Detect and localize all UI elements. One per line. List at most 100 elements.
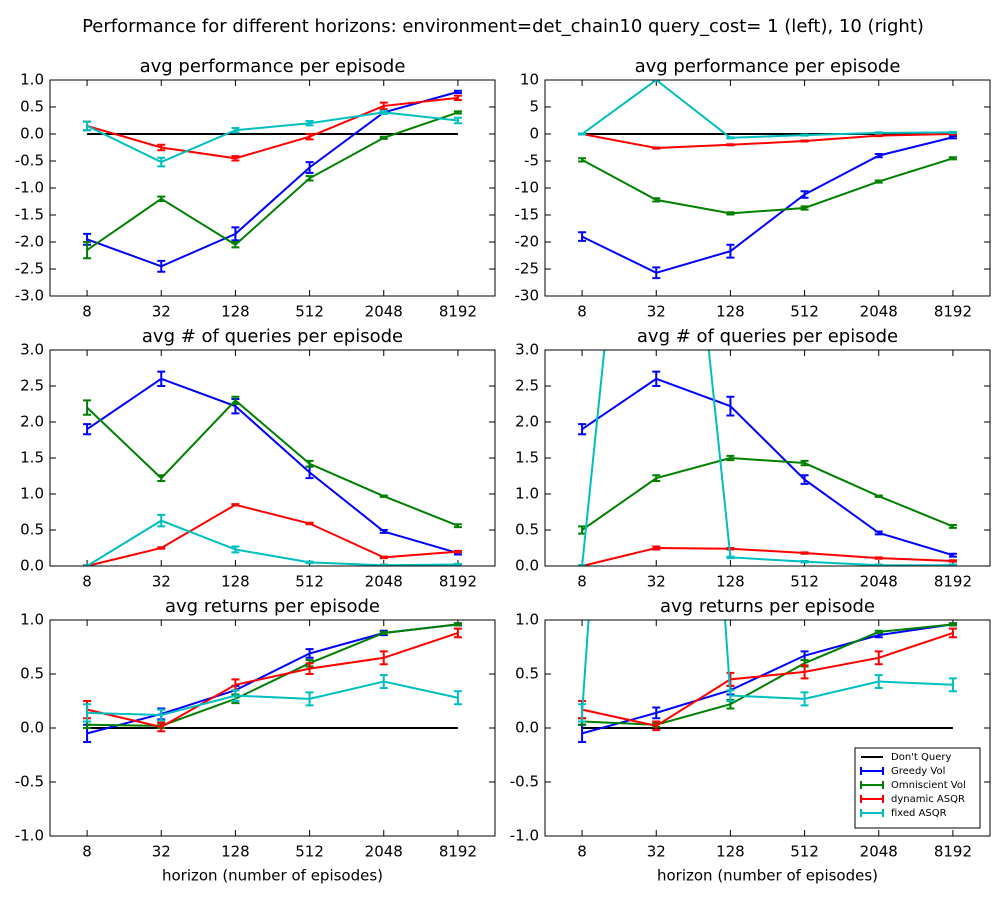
legend-label: Don't Query: [891, 752, 951, 763]
axes-frame: [544, 619, 991, 837]
error-bar: [948, 677, 957, 693]
error-bar: [453, 110, 462, 115]
y-tick-label: 1.0: [20, 71, 44, 89]
error-bar: [726, 211, 735, 216]
x-tick-label: 8192: [934, 573, 972, 591]
series-line: [86, 96, 459, 160]
error-bar: [800, 551, 809, 555]
error-bar: [305, 175, 314, 182]
x-tick-label: 8: [577, 573, 587, 591]
y-tick-label: 2.0: [20, 413, 44, 431]
axes-frame: [49, 349, 496, 567]
error-bar: [83, 120, 92, 132]
y-tick-label: 2.0: [515, 413, 539, 431]
subplot: avg performance per episode -30 -25 -20 -15 -…: [515, 56, 991, 321]
y-tick-label: -30: [515, 287, 540, 305]
axes-frame: [544, 349, 991, 567]
error-bar: [379, 109, 388, 116]
figure-title: Performance for different horizons: envi…: [82, 16, 924, 37]
y-tick-label: 0.5: [20, 665, 44, 683]
error-bar: [948, 627, 957, 639]
error-bar: [800, 133, 809, 137]
error-bar: [231, 395, 240, 405]
x-tick-label: 32: [647, 303, 666, 321]
x-tick-label: 8192: [934, 843, 972, 861]
subplot-title: avg performance per episode: [635, 56, 901, 77]
y-tick-label: -5: [524, 152, 539, 170]
error-bar: [578, 423, 587, 436]
error-bar: [379, 101, 388, 111]
x-tick-label: 32: [152, 303, 171, 321]
x-tick-label: 8192: [439, 573, 477, 591]
x-tick-label: 8: [82, 843, 92, 861]
y-tick-label: -3.0: [15, 287, 44, 305]
x-tick-label: 32: [152, 573, 171, 591]
x-tick-label: 32: [152, 843, 171, 861]
x-tick-label: 2048: [860, 303, 898, 321]
y-tick-label: 1.0: [20, 485, 44, 503]
series-line: [581, 620, 953, 713]
y-tick-label: -0.5: [15, 773, 44, 791]
x-tick-label: 8: [82, 303, 92, 321]
error-bar: [453, 627, 462, 639]
y-tick-label: 2.5: [20, 377, 44, 395]
error-bar: [305, 691, 314, 707]
error-bar: [652, 146, 661, 150]
legend-frame: [854, 747, 981, 829]
y-tick-label: 0.5: [515, 665, 539, 683]
error-bar: [453, 523, 462, 529]
error-bar: [83, 241, 92, 260]
series-line: [87, 680, 459, 717]
y-tick-label: -15: [515, 206, 540, 224]
x-tick-label: 2048: [365, 303, 403, 321]
error-bar: [800, 691, 809, 707]
y-tick-label: -1.0: [15, 827, 44, 845]
error-bar: [874, 131, 883, 135]
error-bar: [874, 152, 883, 159]
error-bar: [379, 529, 388, 534]
x-tick-label: 512: [295, 573, 324, 591]
error-bar: [231, 127, 240, 134]
error-bar: [157, 370, 166, 387]
error-bar: [379, 555, 388, 560]
x-tick-label: 2048: [860, 843, 898, 861]
y-tick-label: 1.0: [515, 611, 539, 629]
series-line: [87, 623, 459, 727]
error-bar: [726, 395, 735, 417]
subplot: avg # of queries per episode 0.0 0.5 1.0 1.5…: [515, 326, 991, 591]
error-bar: [157, 143, 166, 152]
error-bar: [305, 161, 314, 174]
series-line: [581, 623, 954, 735]
subplot: avg returns per episode -1.0 -0.5 0.0 0.5 1.0…: [510, 596, 991, 885]
series-line: [581, 80, 953, 139]
error-bar: [874, 134, 883, 138]
plot-area: [83, 89, 462, 273]
x-tick-label: 8192: [439, 843, 477, 861]
y-tick-label: 3.0: [515, 341, 539, 359]
x-tick-label: 512: [790, 303, 819, 321]
series-line: [581, 546, 953, 566]
error-bar: [379, 630, 388, 636]
error-bar: [948, 130, 957, 134]
error-bar: [231, 503, 240, 507]
series-line: [86, 399, 459, 527]
error-bar: [379, 135, 388, 140]
error-bar: [726, 143, 735, 147]
error-bar: [726, 243, 735, 259]
y-tick-label: 0.0: [20, 557, 44, 575]
error-bar: [305, 662, 314, 675]
x-tick-label: 8: [577, 303, 587, 321]
error-bar: [874, 179, 883, 184]
x-tick-label: 128: [221, 843, 250, 861]
y-tick-label: -1.5: [15, 206, 44, 224]
subplot-title: avg returns per episode: [165, 596, 380, 617]
y-tick-label: 0.5: [20, 98, 44, 116]
error-bar: [231, 241, 240, 249]
y-tick-label: 1.5: [515, 449, 539, 467]
error-bar: [453, 562, 462, 566]
error-bar: [305, 459, 314, 468]
y-tick-label: 3.0: [20, 341, 44, 359]
error-bar: [157, 156, 166, 168]
error-bar: [157, 708, 166, 722]
